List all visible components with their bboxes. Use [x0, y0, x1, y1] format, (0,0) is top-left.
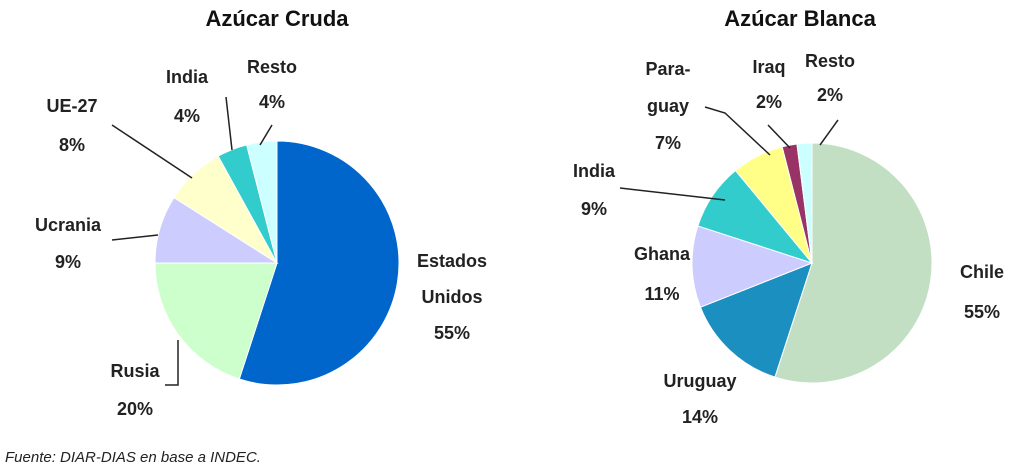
leader-line: [225, 96, 233, 151]
pie-slice: [796, 142, 813, 264]
pie-slice: [691, 225, 814, 308]
chart-title: Azúcar Cruda: [205, 6, 349, 31]
leader-line: [165, 340, 179, 386]
slice-value-label: 2%: [756, 92, 782, 112]
slice-label: Uruguay: [663, 371, 736, 391]
leader-line: [704, 106, 771, 156]
slice-value-label: 2%: [817, 85, 843, 105]
slice-label: India: [573, 161, 616, 181]
slice-label: Resto: [805, 51, 855, 71]
leader-line: [619, 187, 726, 201]
chart-title: Azúcar Blanca: [724, 6, 876, 31]
slice-value-label: 4%: [174, 106, 200, 126]
slice-value-label: 4%: [259, 92, 285, 112]
slice-label: Chile: [960, 262, 1004, 282]
slice-label: Resto: [247, 57, 297, 77]
leader-line: [767, 124, 791, 149]
slice-label: Ghana: [634, 244, 691, 264]
slice-label: UE-27: [46, 96, 97, 116]
slice-value-label: 8%: [59, 135, 85, 155]
pie-slice: [699, 262, 813, 378]
slice-label: Iraq: [752, 57, 785, 77]
pie-slice: [238, 140, 400, 386]
slice-label: Rusia: [110, 361, 160, 381]
source-note: Fuente: DIAR-DIAS en base a INDEC.: [5, 449, 261, 466]
pie-slice: [774, 142, 933, 384]
slice-value-label: 20%: [117, 399, 153, 419]
slice-label: Ucrania: [35, 215, 102, 235]
leader-line: [111, 234, 159, 241]
slice-value-label: 7%: [655, 133, 681, 153]
slice-value-label: 55%: [434, 323, 470, 343]
slice-label: India: [166, 67, 209, 87]
slice-value-label: 9%: [55, 252, 81, 272]
leader-line: [111, 124, 193, 179]
leader-line: [259, 124, 273, 146]
pie-slice: [154, 262, 278, 380]
slice-value-label: 14%: [682, 407, 718, 427]
slice-value-label: 55%: [964, 302, 1000, 322]
slice-value-label: 9%: [581, 199, 607, 219]
slice-label: Para-guay: [645, 59, 690, 116]
slice-value-label: 11%: [644, 284, 679, 304]
slice-label: Estados Unidos: [417, 251, 487, 307]
leader-line: [819, 119, 839, 146]
